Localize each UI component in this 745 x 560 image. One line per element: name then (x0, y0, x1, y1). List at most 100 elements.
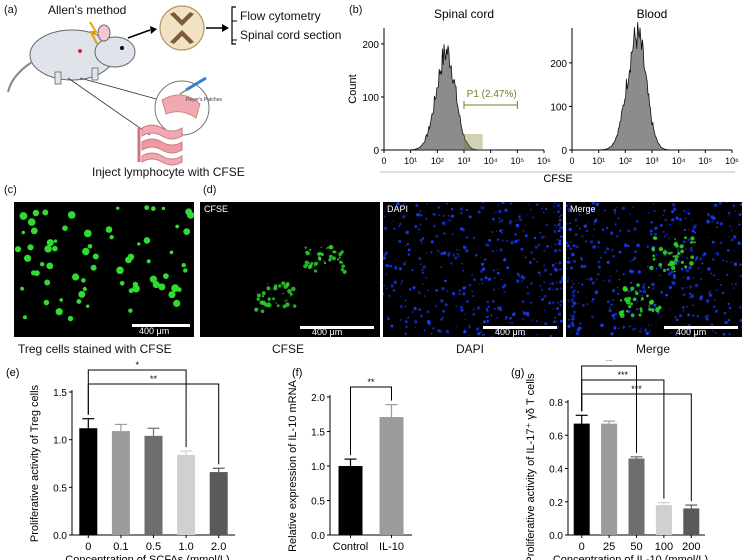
dapi-nucleus (726, 249, 730, 252)
dapi-nucleus (522, 230, 525, 233)
dapi-nucleus (442, 310, 445, 313)
dapi-nucleus (561, 278, 563, 282)
dapi-nucleus (740, 326, 742, 328)
cfse-signal (647, 286, 650, 289)
x-tick-label: 0 (85, 541, 91, 553)
dapi-nucleus (578, 282, 580, 285)
dapi-nucleus (559, 304, 562, 307)
dapi-nucleus (457, 255, 460, 257)
dapi-nucleus (477, 210, 481, 214)
dapi-nucleus (605, 226, 609, 230)
dapi-nucleus (509, 316, 512, 320)
dapi-nucleus (586, 303, 589, 306)
dapi-nucleus (712, 330, 714, 332)
cfse-signal (692, 241, 695, 244)
dapi-nucleus (710, 323, 714, 327)
dapi-nucleus (682, 276, 685, 278)
dapi-nucleus (451, 233, 454, 236)
dapi-nucleus (522, 311, 527, 315)
image-tag-cfse: CFSE (204, 204, 229, 214)
dapi-nucleus (675, 318, 679, 322)
dapi-nucleus (526, 292, 530, 295)
dapi-nucleus (403, 203, 405, 205)
dapi-nucleus (543, 264, 546, 266)
dapi-nucleus (509, 220, 513, 224)
dapi-nucleus (568, 301, 571, 304)
dapi-nucleus (671, 210, 675, 214)
cfse-signal (291, 286, 296, 292)
dapi-nucleus (567, 299, 570, 302)
dapi-nucleus (463, 286, 467, 289)
dapi-nucleus (570, 260, 572, 263)
dapi-nucleus (415, 204, 419, 207)
dapi-nucleus (670, 270, 674, 274)
dapi-nucleus (692, 278, 694, 280)
cfse-cell (34, 270, 40, 276)
dapi-nucleus (511, 321, 514, 324)
dapi-nucleus (597, 202, 600, 203)
dapi-nucleus (559, 280, 563, 284)
dapi-nucleus (576, 328, 580, 332)
y-tick-label: 1.0 (311, 462, 325, 473)
dapi-nucleus (537, 271, 541, 274)
cfse-signal (323, 260, 325, 262)
dapi-nucleus (612, 289, 615, 293)
dapi-nucleus (480, 277, 484, 282)
panel-c-caption: Treg cells stained with CFSE (18, 342, 172, 356)
dapi-nucleus (716, 226, 719, 229)
dapi-nucleus (666, 233, 668, 236)
dapi-nucleus (599, 307, 601, 309)
cfse-signal (282, 292, 284, 295)
cfse-cell (171, 284, 180, 292)
dapi-nucleus (495, 271, 497, 273)
dapi-nucleus (472, 295, 475, 297)
dapi-nucleus (668, 272, 672, 276)
cfse-signal (669, 260, 674, 265)
dapi-nucleus (681, 306, 685, 309)
cfse-cell (149, 276, 154, 281)
cfse-signal (305, 250, 308, 254)
cfse-signal (624, 297, 629, 302)
dapi-nucleus (733, 235, 737, 239)
dapi-nucleus (510, 240, 514, 245)
dapi-nucleus (567, 287, 569, 289)
dapi-nucleus (637, 270, 641, 274)
dapi-nucleus (393, 221, 395, 223)
x-tick-label: 10⁶ (537, 156, 551, 166)
dapi-nucleus (686, 276, 690, 280)
dapi-nucleus (612, 254, 616, 258)
dapi-nucleus (597, 260, 601, 264)
dapi-nucleus (520, 332, 522, 335)
dapi-nucleus (680, 267, 684, 271)
dapi-nucleus (418, 308, 422, 311)
panel-label-a: (a) (4, 4, 18, 16)
dapi-nucleus (580, 264, 584, 269)
cfse-cell (82, 247, 90, 256)
dapi-nucleus (688, 285, 693, 289)
dapi-nucleus (726, 273, 729, 276)
bar (111, 431, 130, 535)
dapi-nucleus (543, 281, 545, 284)
dapi-nucleus (554, 316, 556, 319)
dapi-nucleus (482, 267, 486, 271)
dapi-nucleus (425, 217, 428, 220)
dapi-nucleus (506, 266, 510, 270)
significance-bracket (581, 379, 665, 499)
gate-label: P1 (2.47%) (467, 89, 517, 100)
dapi-nucleus (525, 311, 529, 315)
significance-bracket (581, 393, 692, 502)
cfse-signal (261, 295, 265, 298)
x-tick-label: 10³ (645, 156, 658, 166)
cfse-cell (78, 290, 86, 298)
dapi-nucleus (653, 232, 657, 236)
dapi-nucleus (522, 311, 524, 313)
dapi-nucleus (444, 279, 447, 283)
cfse-signal (625, 310, 629, 313)
bar (573, 423, 590, 535)
dapi-nucleus (438, 214, 441, 217)
cfse-cell (84, 229, 92, 238)
caption-dapi: DAPI (456, 342, 485, 356)
dapi-nucleus (555, 226, 557, 228)
dapi-nucleus (409, 288, 412, 291)
dapi-nucleus (613, 317, 616, 320)
